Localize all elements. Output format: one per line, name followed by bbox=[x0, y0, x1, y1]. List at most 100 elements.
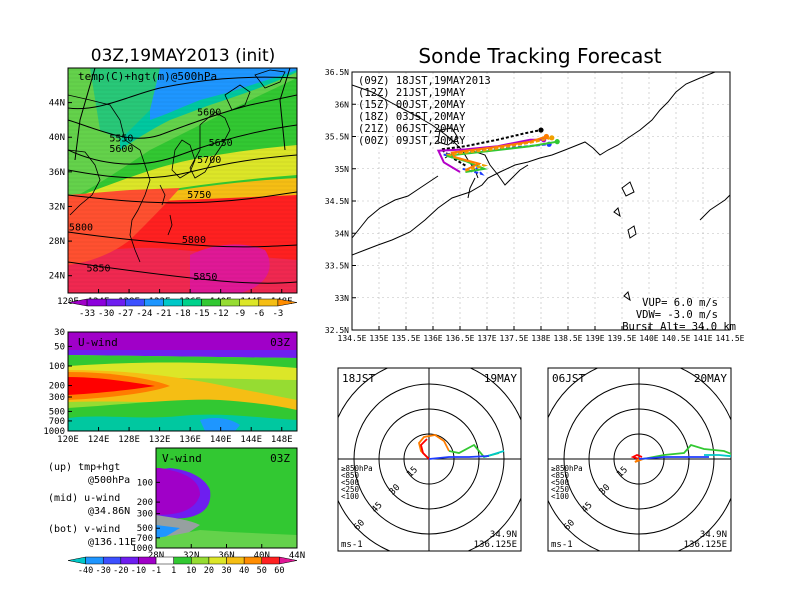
v-time: 03Z bbox=[270, 452, 290, 465]
track-endpoint bbox=[549, 135, 555, 141]
u-band-top bbox=[68, 332, 297, 350]
track-legend-entry: (15Z) 00JST,20MAY bbox=[358, 99, 466, 111]
map1-ytick-label: 32N bbox=[49, 202, 65, 212]
track-ytick-label: 34N bbox=[335, 229, 350, 238]
track-grid bbox=[352, 72, 730, 330]
contour-label: 5600 bbox=[109, 144, 133, 155]
coast-kii bbox=[352, 175, 439, 239]
contour-5850 bbox=[68, 261, 297, 284]
colorbar-temp-swatch bbox=[220, 298, 240, 307]
colorbar-temp-label: -12 bbox=[213, 309, 229, 319]
side-up-1: (up) tmp+hgt bbox=[48, 462, 120, 473]
colorbar-temp-label: -21 bbox=[155, 309, 171, 319]
track-legend-entry: (09Z) 18JST,19MAY2013 bbox=[358, 75, 491, 87]
v-x-ticks: 28N 32N 36N 40N 44N bbox=[148, 544, 305, 561]
hodo-curve bbox=[420, 438, 430, 460]
colorbar-temp-swatch bbox=[163, 298, 183, 307]
side-bot-1: (bot) v-wind bbox=[48, 524, 120, 535]
contour-5800 bbox=[68, 231, 297, 248]
u-band-neg bbox=[200, 417, 240, 431]
colorbar-wind-swatch bbox=[138, 556, 157, 565]
v-xtick-label: 32N bbox=[183, 551, 199, 561]
colorbar-temp-label: -30 bbox=[98, 309, 114, 319]
track-xtick-label: 139E bbox=[585, 334, 604, 343]
colorbar-temp-swatch bbox=[125, 298, 145, 307]
track-xtick-label: 137.5E bbox=[500, 334, 529, 343]
left-title: 03Z,19MAY2013 (init) bbox=[91, 46, 276, 66]
u-xtick-label: 124E bbox=[88, 435, 110, 445]
hodo-level: <100 bbox=[341, 492, 360, 501]
hodograph-06jst: 06JST 20MAY34.9N136.125Ems-115304560≥850h… bbox=[547, 367, 732, 552]
hodo-curve bbox=[642, 443, 731, 460]
hodo-curve bbox=[634, 458, 644, 463]
colorbar-wind-swatch bbox=[155, 556, 174, 565]
hodo-coord-lon: 136.125E bbox=[684, 540, 727, 550]
v-wind-section: V-wind 03Z 28N 32N 36N 40N 44N 100 200 300 5007… bbox=[131, 447, 305, 561]
u-time: 03Z bbox=[270, 336, 290, 349]
hodo-level: <250 bbox=[551, 485, 570, 494]
colorbar-temp-swatch bbox=[86, 298, 107, 307]
track-series bbox=[436, 138, 544, 173]
colorbar-temp-swatch bbox=[258, 298, 279, 307]
track-xtick-label: 138E bbox=[531, 334, 550, 343]
map1-y-ticks: 24N 28N 32N 36N 40N 44N bbox=[49, 99, 72, 282]
hodo-units: ms-1 bbox=[341, 540, 363, 550]
track-ytick-label: 36N bbox=[335, 100, 350, 109]
track-ytick-label: 35N bbox=[335, 165, 350, 174]
coast-boso bbox=[699, 194, 730, 221]
map1-ytick-label: 44N bbox=[49, 99, 65, 109]
track-x-ticks: 134.5E 135E 135.5E 136E 136.5E 137E 137.5E 138E… bbox=[338, 326, 745, 343]
hodo-inner bbox=[338, 368, 521, 551]
track-series bbox=[445, 136, 553, 172]
colorbar-wind-label: -20 bbox=[113, 566, 128, 576]
contour-5550 bbox=[68, 76, 297, 110]
colorbar-temp-label: -24 bbox=[136, 309, 152, 319]
side-mid-1: (mid) u-wind bbox=[48, 493, 120, 504]
u-xtick-label: 148E bbox=[271, 435, 293, 445]
v-xtick-label: 36N bbox=[218, 551, 234, 561]
hodo-coord-lon: 136.125E bbox=[474, 540, 517, 550]
colorbar-wind-label: -1 bbox=[151, 566, 161, 576]
u-x-ticks: 120E 124E 128E 132E 136E 140E 144E 148E bbox=[57, 427, 293, 445]
track-series bbox=[438, 129, 542, 167]
u-ytick-label: 700 bbox=[49, 417, 65, 427]
track-xtick-label: 139.5E bbox=[608, 334, 637, 343]
coast-honshu-south bbox=[352, 72, 716, 256]
v-xtick-label: 28N bbox=[148, 551, 164, 561]
hodo-inner bbox=[548, 368, 731, 551]
v-ytick-label: 200 bbox=[137, 498, 153, 508]
u-ytick-label: 1000 bbox=[43, 427, 65, 437]
contour-5600 bbox=[68, 94, 297, 139]
track-xtick-label: 137E bbox=[477, 334, 496, 343]
u-ytick-label: 50 bbox=[54, 342, 65, 352]
track-xtick-label: 136E bbox=[423, 334, 442, 343]
hodo-level: <850 bbox=[551, 471, 570, 480]
track-y-ticks: 32.5N 33N 33.5N 34N 34.5N 35N 35.5N 36N 36.5N bbox=[325, 68, 356, 335]
contour-label: 5550 bbox=[109, 134, 133, 145]
track-xtick-label: 135E bbox=[369, 334, 388, 343]
side-bot-2: @136.11E bbox=[88, 537, 136, 548]
contour-label: 5800 bbox=[69, 223, 93, 234]
hodo-label-right: 19MAY bbox=[484, 372, 517, 385]
track-xtick-label: 134.5E bbox=[338, 334, 367, 343]
v-xtick-label: 40N bbox=[254, 551, 270, 561]
param-burst: Burst Alt= 34.0 km bbox=[622, 321, 736, 333]
contour-label: 5750 bbox=[187, 190, 211, 201]
contour-label: 5650 bbox=[209, 138, 233, 149]
colorbar-wind-label: 30 bbox=[221, 566, 231, 576]
track-legend-entry: (18Z) 03JST,20MAY bbox=[358, 111, 466, 123]
track-xtick-label: 141.5E bbox=[716, 334, 745, 343]
izu-islands bbox=[613, 181, 637, 302]
hodo-curve bbox=[428, 455, 490, 460]
contour-label: 5850 bbox=[193, 272, 217, 283]
coast-islands bbox=[159, 184, 173, 236]
colorbar-temp-label: -27 bbox=[117, 309, 133, 319]
hodo-level: <500 bbox=[551, 478, 570, 487]
track-endpoint bbox=[554, 139, 560, 145]
colorbar-wind-swatch bbox=[261, 556, 280, 565]
colorbar-wind-swatch bbox=[85, 556, 104, 565]
colorbar-temp-label: -18 bbox=[174, 309, 190, 319]
coast-japan bbox=[171, 69, 286, 179]
